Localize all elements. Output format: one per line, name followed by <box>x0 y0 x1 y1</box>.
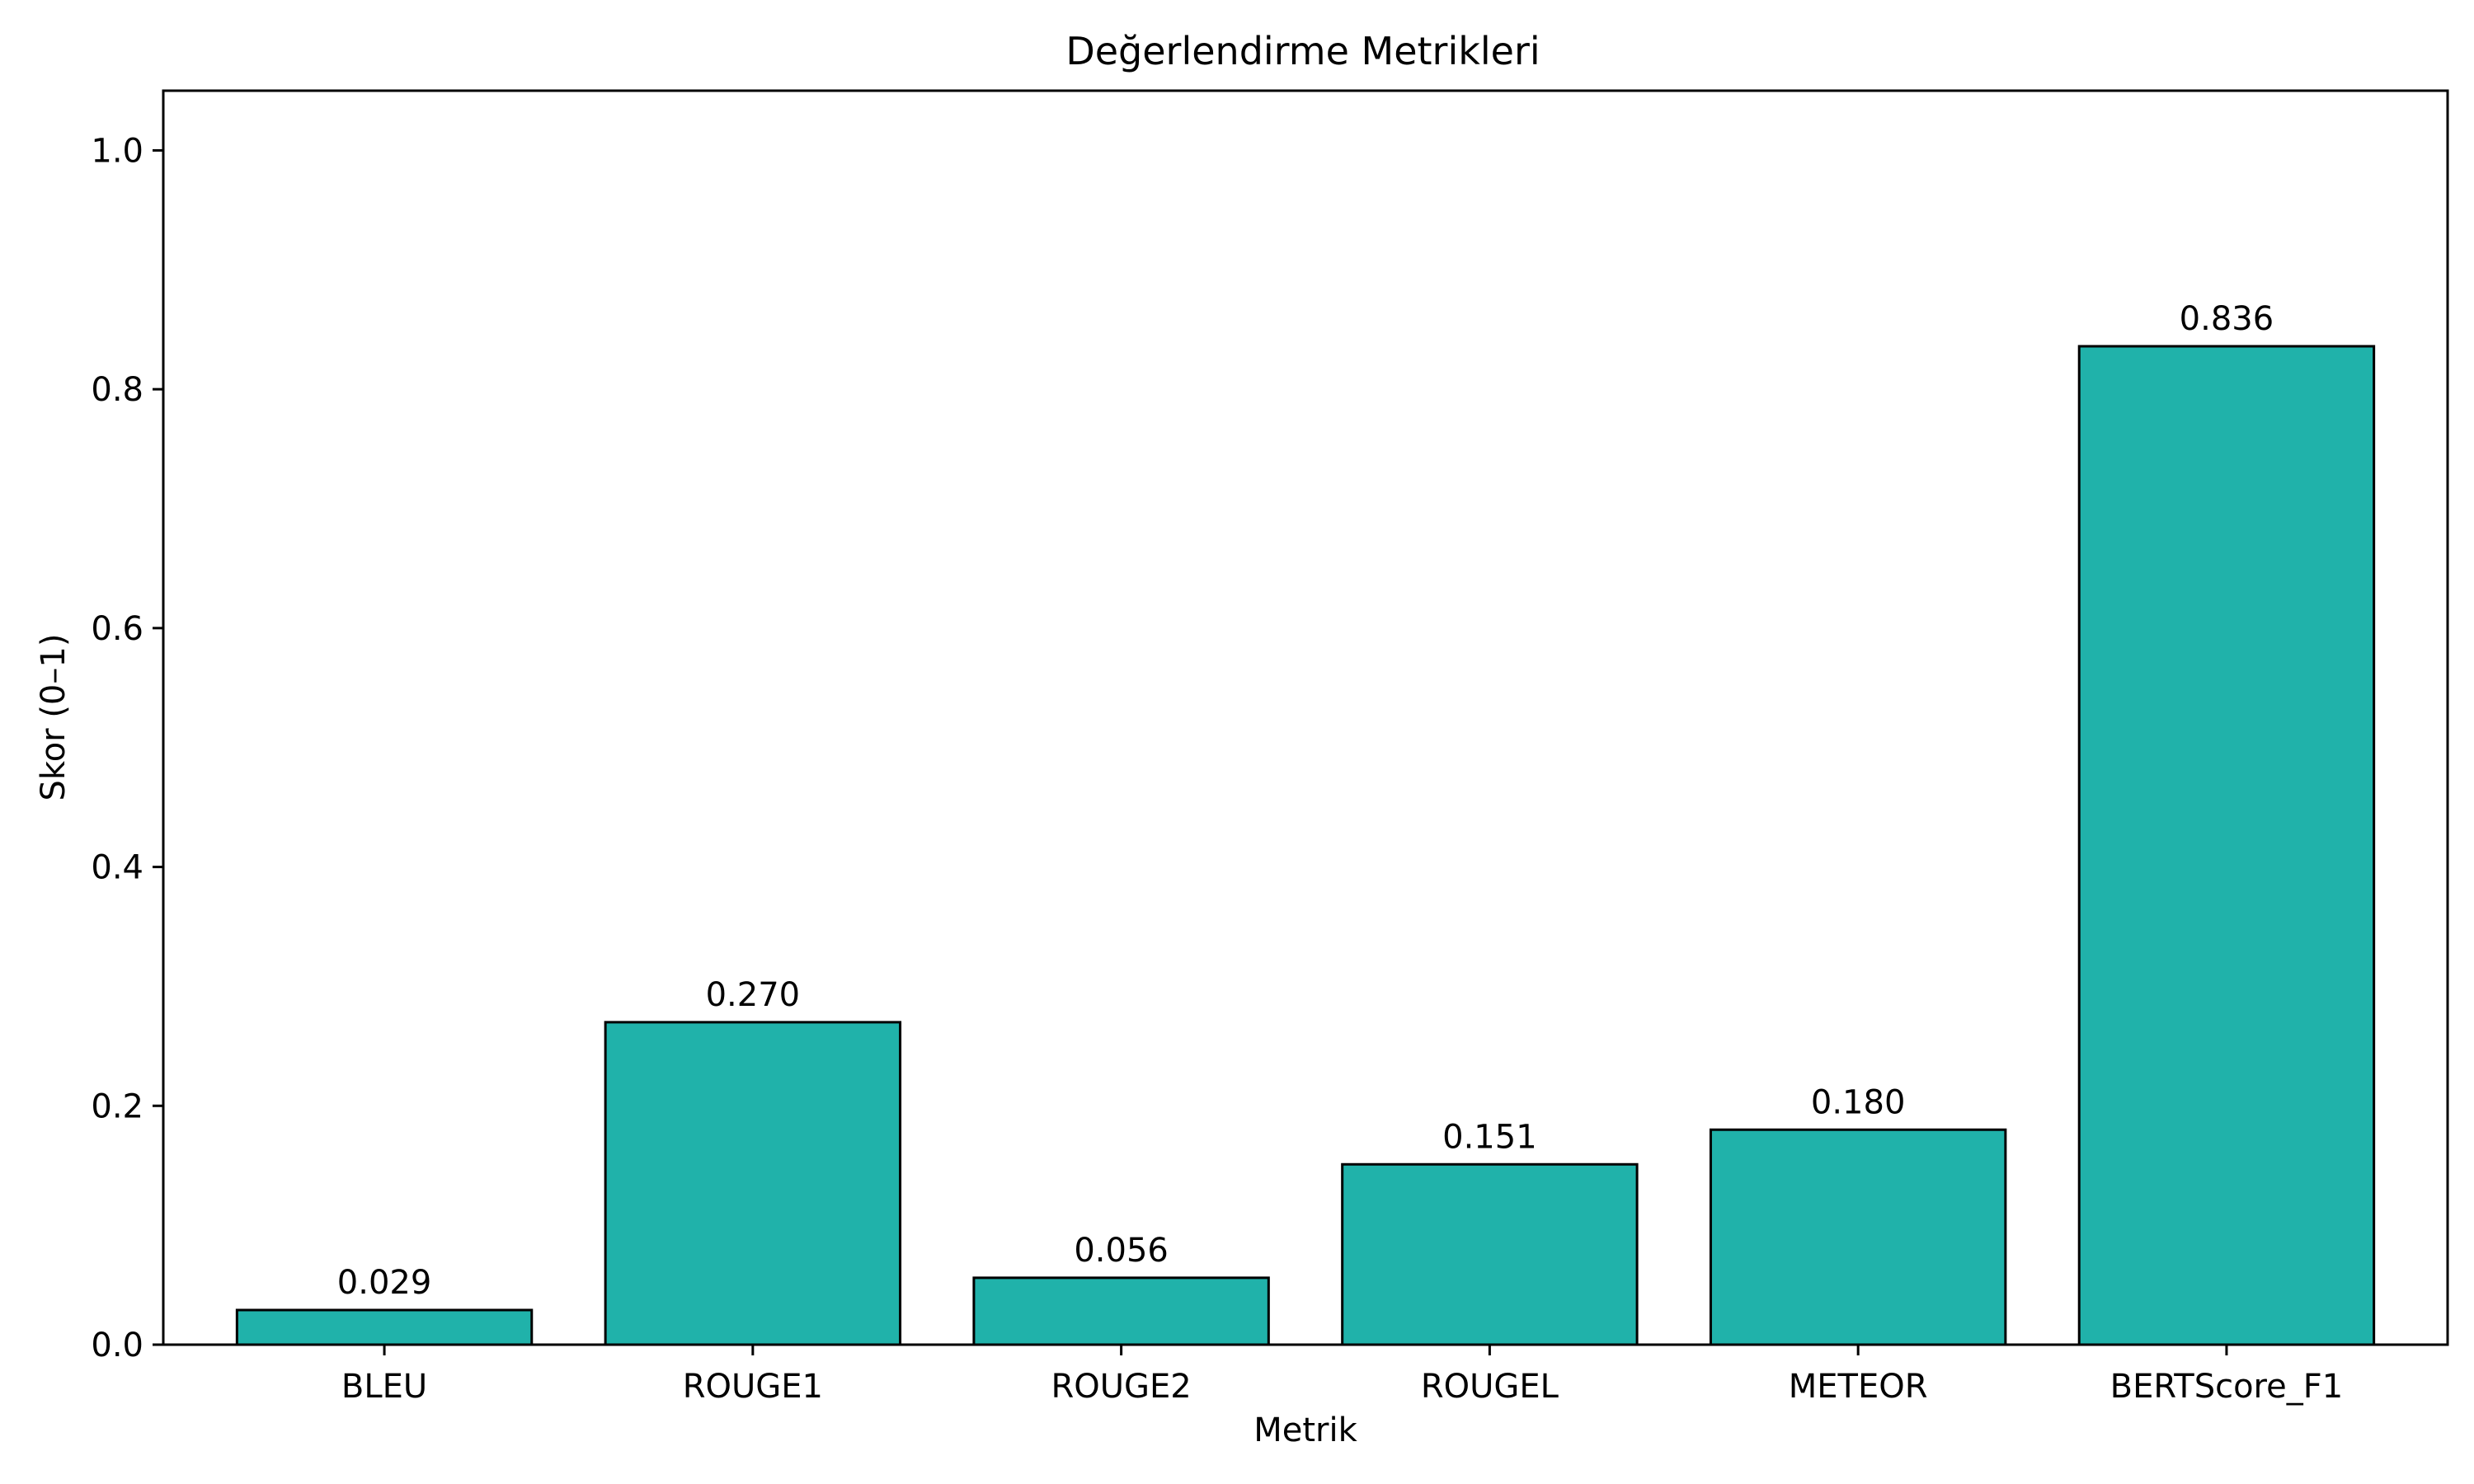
x-axis-label: Metrik <box>1253 1411 1357 1449</box>
x-tick-label-rouge2: ROUGE2 <box>1051 1368 1191 1406</box>
bar-bertscore-f1 <box>2077 345 2376 1346</box>
bar-meteor <box>1709 1128 2007 1346</box>
value-label-bertscore-f1: 0.836 <box>2180 300 2274 338</box>
x-tick-label-bertscore-f1: BERTScore_F1 <box>2110 1368 2344 1406</box>
x-axis: BLEU ROUGE1 ROUGE2 ROUGEL METEOR BERTScore_F1 <box>341 1345 2343 1406</box>
plot-area-frame <box>162 89 2449 1346</box>
y-tick-label-1: 0.2 <box>91 1087 143 1125</box>
value-label-rougel: 0.151 <box>1442 1118 1537 1156</box>
x-tick-label-meteor: METEOR <box>1789 1368 1928 1406</box>
x-tick-label-rouge1: ROUGE1 <box>683 1368 823 1406</box>
bar-rouge1 <box>604 1021 902 1346</box>
y-axis-label: Skor (0–1) <box>35 634 73 801</box>
y-tick-label-4: 0.8 <box>91 371 143 409</box>
bars-layer <box>235 345 2376 1346</box>
bar-rouge2 <box>972 1276 1270 1346</box>
y-tick-label-2: 0.4 <box>91 849 143 887</box>
y-tick-label-3: 0.6 <box>91 610 143 648</box>
value-label-bleu: 0.029 <box>337 1264 432 1302</box>
x-tick-label-rougel: ROUGEL <box>1421 1368 1559 1406</box>
bar-rougel <box>1341 1162 1639 1346</box>
y-tick-label-0: 0.0 <box>91 1327 143 1364</box>
value-label-rouge2: 0.056 <box>1074 1232 1169 1270</box>
y-tick-label-5: 1.0 <box>91 132 143 170</box>
value-label-rouge1: 0.270 <box>706 976 801 1014</box>
value-label-meteor: 0.180 <box>1811 1083 1906 1121</box>
value-labels-layer: 0.029 0.270 0.056 0.151 0.180 0.836 <box>337 300 2274 1302</box>
bar-bleu <box>235 1308 534 1346</box>
chart-title: Değerlendirme Metrikleri <box>1065 29 1540 73</box>
y-axis: 0.0 0.2 0.4 0.6 0.8 1.0 <box>91 132 163 1364</box>
x-tick-label-bleu: BLEU <box>341 1368 427 1406</box>
